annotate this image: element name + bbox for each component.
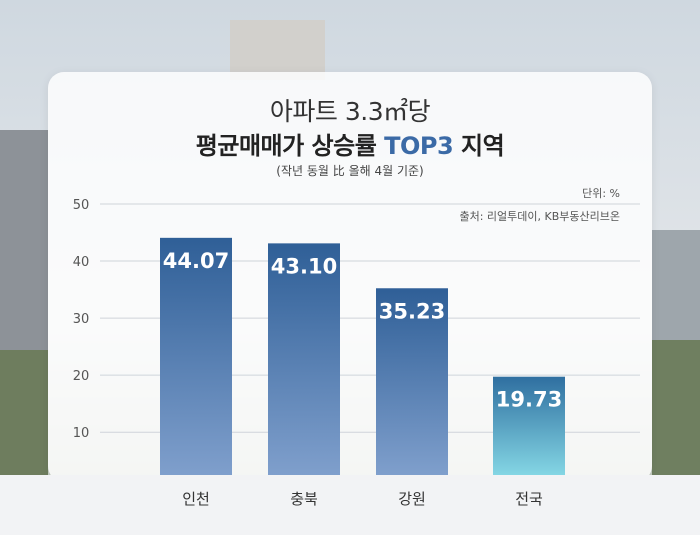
chart-title: 아파트 3.3㎡당 [269,97,431,126]
bar-value-label: 35.23 [379,299,445,323]
bar [268,243,340,475]
bar [376,288,448,475]
y-tick-label: 40 [73,255,90,270]
chart-title-line2: 평균매매가 상승률 TOP3 지역 [0,126,700,161]
bar [493,376,565,475]
bar-value-label: 19.73 [496,388,562,412]
y-tick-label: 10 [73,426,90,441]
unit-label: 단위: % [582,187,620,200]
title-line2-accent: TOP3 [384,132,454,160]
x-tick-label: 충북 [290,490,318,508]
y-tick-label: 30 [73,312,90,327]
x-tick-label: 전국 [515,490,543,508]
title-line2-prefix: 평균매매가 상승률 [195,132,385,160]
y-tick-label: 50 [73,198,90,213]
chart-subtitle: (작년 동월 比 올해 4월 기준) [276,164,424,178]
bar-value-label: 44.07 [163,249,229,273]
bar [160,237,232,475]
source-label: 출처: 리얼투데이, KB부동산리브온 [459,210,620,223]
y-tick-label: 20 [73,369,90,384]
x-tick-label: 인천 [182,490,210,508]
x-tick-label: 강원 [398,490,426,508]
bar-value-label: 43.10 [271,254,337,278]
x-axis-strip [0,475,700,535]
title-line2-suffix: 지역 [453,132,505,160]
